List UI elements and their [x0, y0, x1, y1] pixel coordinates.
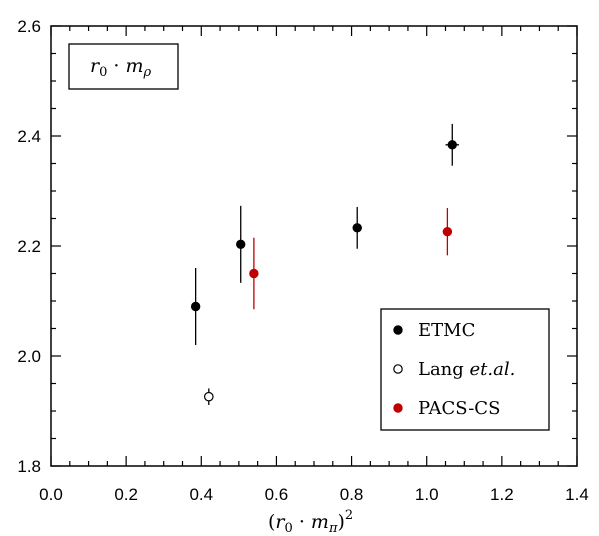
x-tick-label: 0.8	[340, 485, 364, 504]
annotation-label: r0 · mρ	[90, 55, 152, 80]
data-point	[204, 391, 214, 402]
x-tick-label: 1.0	[415, 485, 439, 504]
y-tick-label: 1.8	[17, 457, 41, 476]
legend-label: ETMC	[418, 320, 475, 341]
x-tick-label: 0.6	[265, 485, 289, 504]
y-tick-label: 2.6	[17, 17, 41, 36]
x-tick-label: 0.4	[189, 485, 213, 504]
y-tick-label: 2.2	[17, 237, 41, 256]
tick-labels: 0.0 0.2 0.4 0.6 0.8 1.0 1.2 1.4 1.8 2.0 2.2 2.4 2.6	[17, 17, 588, 504]
legend: ETMC Lang et.al. PACS-CS	[380, 308, 550, 431]
y-tick-label: 2.0	[17, 347, 41, 366]
x-tick-label: 0.0	[39, 485, 63, 504]
x-axis-title: (r0 · mπ)2	[268, 508, 353, 536]
legend-marker	[393, 403, 403, 413]
series-etmc	[190, 123, 460, 345]
data-points	[190, 123, 460, 405]
legend-label: PACS-CS	[418, 398, 500, 419]
svg-text:(r0 · mπ)2: (r0 · mπ)2	[268, 508, 353, 536]
legend-marker	[393, 325, 403, 335]
x-tick-label: 0.2	[114, 485, 138, 504]
data-point	[249, 268, 259, 279]
series-pacs-cs	[249, 208, 453, 310]
data-point	[352, 223, 362, 233]
data-point	[190, 301, 201, 312]
legend-label: Lang et.al.	[418, 359, 515, 380]
x-tick-label: 1.2	[490, 485, 514, 504]
legend-marker	[393, 364, 403, 374]
series-lang-et-al	[204, 388, 214, 405]
data-point	[236, 239, 246, 250]
axis-ticks	[50, 25, 578, 467]
y-tick-label: 2.4	[17, 127, 41, 146]
annotation-box: r0 · mρ	[68, 43, 179, 90]
data-point	[447, 140, 457, 150]
x-tick-label: 1.4	[565, 485, 589, 504]
data-point	[442, 227, 453, 237]
